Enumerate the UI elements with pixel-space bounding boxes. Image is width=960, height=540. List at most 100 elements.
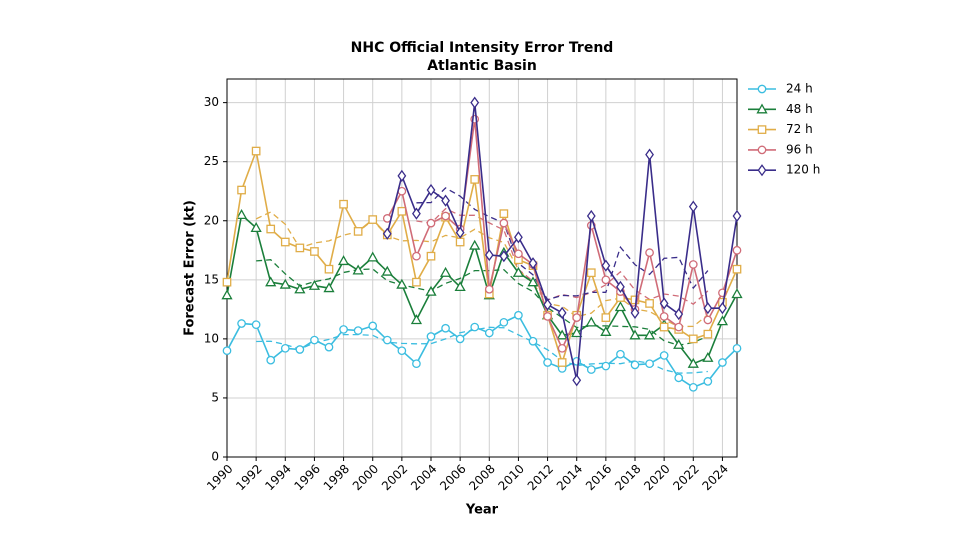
marker [687, 357, 699, 368]
marker [732, 245, 742, 255]
marker [659, 297, 669, 310]
marker [616, 349, 625, 359]
x-axis-label: Year [465, 503, 499, 518]
marker [757, 84, 767, 94]
marker [514, 310, 523, 320]
marker [731, 288, 743, 299]
marker [324, 264, 334, 274]
marker [353, 227, 363, 236]
marker [368, 215, 378, 224]
marker [250, 222, 262, 232]
marker [718, 302, 727, 315]
marker [470, 322, 480, 332]
marker [616, 280, 625, 294]
marker [352, 264, 364, 275]
marker [629, 329, 641, 340]
marker [237, 319, 246, 328]
y-tick-label: 30 [204, 95, 219, 109]
legend-label: 24 h [786, 82, 813, 96]
y-tick-label: 10 [204, 331, 219, 345]
marker [410, 314, 423, 325]
marker [732, 209, 742, 223]
marker [586, 268, 596, 278]
marker [601, 259, 611, 272]
marker [280, 343, 290, 353]
marker [645, 359, 654, 369]
marker [757, 125, 767, 134]
marker [703, 377, 713, 386]
marker [397, 346, 407, 356]
marker [266, 355, 276, 365]
marker [528, 336, 538, 346]
marker [441, 194, 450, 207]
marker [251, 320, 261, 330]
marker [455, 334, 465, 344]
marker [280, 237, 290, 247]
marker [310, 335, 319, 345]
marker [295, 243, 305, 253]
marker [703, 302, 713, 315]
legend-label: 72 h [786, 122, 813, 136]
marker [614, 301, 627, 312]
marker [294, 283, 306, 294]
marker [426, 251, 436, 261]
marker [382, 227, 392, 240]
marker [484, 328, 494, 338]
marker [499, 250, 509, 263]
marker [543, 358, 552, 367]
marker [426, 183, 436, 197]
trend-line [256, 259, 709, 346]
y-axis-label: Forecast Error (kt) [183, 200, 198, 336]
marker [367, 251, 379, 262]
marker [426, 218, 436, 228]
marker [426, 332, 436, 341]
marker [557, 306, 567, 319]
marker [310, 247, 319, 256]
marker [499, 317, 509, 327]
marker [425, 285, 437, 296]
marker [382, 335, 392, 345]
marker [337, 255, 350, 266]
marker [543, 298, 552, 311]
marker [732, 264, 742, 274]
marker [732, 343, 742, 353]
marker [251, 146, 261, 156]
marker [557, 343, 567, 353]
marker [601, 275, 611, 285]
marker [688, 260, 698, 269]
marker [484, 284, 494, 294]
marker [543, 312, 552, 321]
marker [674, 307, 684, 321]
marker [222, 277, 232, 287]
marker [630, 306, 640, 319]
marker [673, 338, 685, 349]
marker [412, 359, 421, 369]
marker [645, 248, 654, 257]
marker [339, 199, 348, 209]
marker [455, 237, 465, 247]
marker [688, 334, 698, 344]
marker [295, 345, 305, 354]
marker [470, 96, 480, 109]
marker [308, 279, 321, 290]
chart-subtitle: Atlantic Basin [427, 58, 537, 74]
marker [512, 266, 525, 277]
y-tick-label: 15 [204, 272, 219, 286]
marker [659, 312, 669, 321]
marker [412, 207, 421, 220]
marker [756, 103, 768, 114]
marker [703, 315, 713, 325]
y-tick-label: 20 [204, 213, 219, 227]
marker [586, 209, 596, 223]
marker [716, 315, 729, 326]
y-tick-label: 5 [211, 390, 219, 404]
marker [527, 276, 539, 287]
marker [600, 325, 612, 336]
marker [571, 327, 583, 338]
marker [499, 209, 509, 219]
marker [514, 249, 523, 259]
marker [572, 374, 582, 387]
marker [703, 329, 713, 339]
